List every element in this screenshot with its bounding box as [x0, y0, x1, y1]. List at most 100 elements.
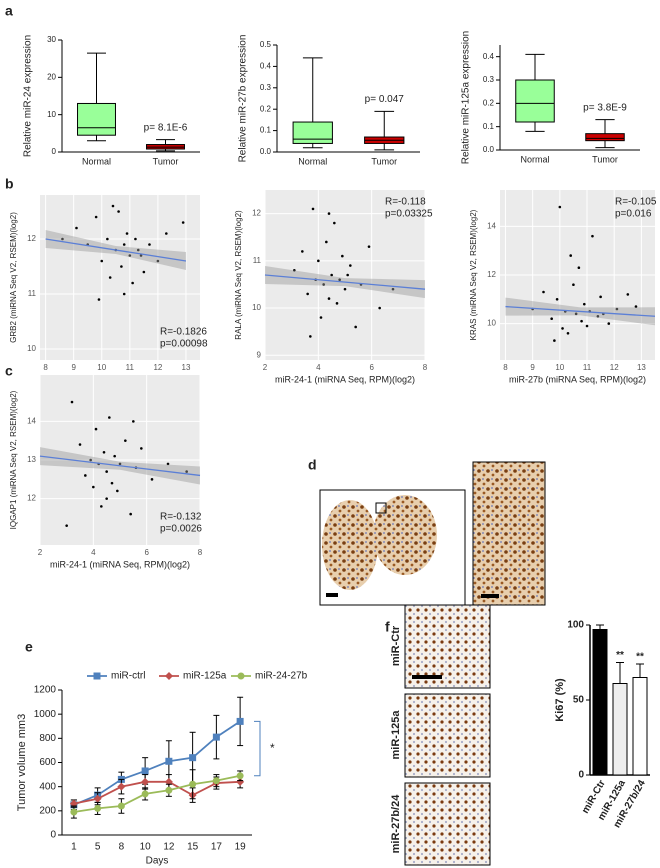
point	[185, 470, 188, 473]
point	[140, 447, 143, 450]
point	[166, 462, 170, 466]
x-tick-label: 2	[263, 363, 268, 372]
point	[100, 505, 103, 508]
point	[125, 232, 129, 235]
x-tick-label: Tumor	[592, 154, 618, 164]
x-tick-label: 5	[95, 842, 101, 853]
point	[117, 210, 120, 213]
fit-line	[39, 455, 201, 477]
x-tick-label: 8	[43, 363, 48, 372]
point	[572, 283, 575, 287]
point	[555, 297, 559, 301]
box	[515, 79, 555, 123]
point	[309, 335, 312, 338]
point	[542, 290, 545, 294]
point	[569, 254, 573, 257]
annotation: p=0.00098	[160, 339, 208, 350]
plot-background	[265, 190, 425, 360]
x-axis-label: Days	[146, 856, 169, 867]
point	[391, 287, 395, 291]
point	[327, 212, 331, 215]
point	[181, 221, 185, 224]
point	[330, 273, 333, 277]
scale-bar	[326, 593, 338, 597]
point	[349, 264, 352, 267]
y-tick-label: 0.1	[260, 126, 272, 135]
y-tick-label: 0.2	[483, 98, 495, 107]
point	[89, 458, 92, 462]
x-axis-label: miR-24-1 (miRNA Seq, RPM)(log2)	[275, 374, 415, 384]
point	[317, 259, 320, 263]
x-tick-label: 19	[235, 842, 247, 853]
y-axis-label: GRB2 (miRNA Seq V2, RSEM)(log2)	[9, 212, 18, 343]
bar	[632, 677, 648, 776]
x-tick-label: 1	[71, 842, 77, 853]
y-tick-label: 12	[252, 209, 261, 218]
x-tick-label: 12	[153, 363, 162, 372]
point	[566, 331, 570, 335]
x-tick-label: 6	[144, 548, 149, 557]
fit-line	[45, 238, 187, 262]
y-tick-label: 0.5	[260, 40, 272, 49]
point	[84, 474, 87, 477]
point	[150, 478, 154, 481]
point	[325, 240, 328, 244]
y-tick-label: 20	[47, 72, 56, 81]
point	[558, 205, 562, 209]
y-tick-label: 0.4	[260, 62, 272, 71]
series-line	[73, 780, 241, 805]
annotation: R=-0.1826	[160, 327, 207, 338]
x-tick-label: 9	[71, 363, 76, 372]
panel-label: e	[25, 639, 33, 655]
point	[367, 245, 371, 248]
point	[615, 307, 619, 311]
point	[129, 512, 132, 516]
legend-marker	[165, 672, 173, 680]
y-tick-label: 9	[257, 350, 262, 359]
y-tick-label: 12	[27, 234, 36, 243]
point	[561, 327, 564, 330]
x-tick-label: 12	[163, 842, 175, 853]
annotation: p=0.016	[615, 209, 652, 220]
point	[122, 243, 126, 246]
point	[105, 470, 108, 473]
point	[97, 298, 101, 301]
point	[65, 524, 68, 527]
point	[582, 302, 586, 306]
point	[124, 439, 127, 442]
marker	[70, 808, 78, 816]
point	[577, 266, 581, 270]
annotation: R=-0.118	[385, 197, 426, 208]
y-axis-label: Relative miR-24 expression	[23, 35, 34, 157]
y-axis-label: RALA (miRNA Seq V2, RSEM)(log2)	[234, 210, 243, 340]
y-tick-label: 0.4	[483, 52, 495, 61]
y-tick-label: 13	[27, 455, 36, 464]
point	[626, 293, 630, 296]
point	[335, 302, 339, 305]
point	[92, 485, 95, 489]
point	[118, 462, 122, 466]
ki67-image	[404, 782, 491, 866]
point	[165, 232, 168, 235]
y-tick-label: 30	[47, 35, 56, 44]
x-tick-label: 6	[369, 363, 374, 372]
x-tick-label: 4	[91, 548, 96, 557]
point	[333, 221, 336, 225]
point	[580, 319, 583, 323]
point	[599, 295, 602, 299]
y-tick-label: 600	[39, 757, 56, 768]
y-tick-label: 10	[47, 110, 56, 119]
y-tick-label: 0.3	[260, 83, 272, 92]
point	[78, 443, 82, 446]
x-tick-label: 17	[211, 842, 223, 853]
ki67-image	[404, 693, 491, 778]
legend-label: miR-125a	[183, 671, 227, 682]
x-tick-label: 11	[583, 363, 592, 372]
y-tick-label: 11	[28, 289, 37, 298]
x-tick-label: 9	[530, 363, 535, 372]
y-tick-label: 0	[50, 830, 56, 841]
point	[634, 305, 638, 308]
annotation: R=-0.105	[615, 197, 657, 208]
point	[70, 400, 74, 404]
point	[607, 322, 611, 325]
